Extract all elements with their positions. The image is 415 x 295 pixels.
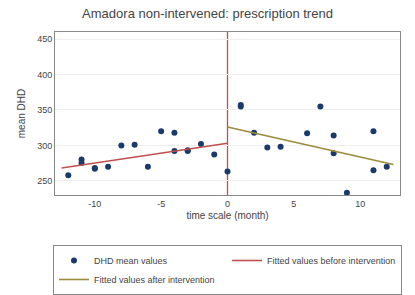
- svg-text:300: 300: [37, 141, 52, 151]
- svg-text:0: 0: [225, 199, 230, 209]
- svg-text:450: 450: [37, 34, 52, 44]
- svg-text:250: 250: [37, 176, 52, 186]
- svg-text:10: 10: [355, 199, 365, 209]
- svg-text:time scale (month): time scale (month): [186, 210, 268, 221]
- svg-text:-10: -10: [88, 199, 101, 209]
- svg-text:350: 350: [37, 105, 52, 115]
- svg-text:DHD mean values: DHD mean values: [94, 256, 168, 266]
- svg-text:400: 400: [37, 70, 52, 80]
- svg-text:Fitted values before intervent: Fitted values before intervention: [267, 256, 395, 266]
- svg-text:5: 5: [291, 199, 296, 209]
- svg-text:Fitted values after interventi: Fitted values after intervention: [94, 275, 215, 285]
- svg-text:mean DHD: mean DHD: [16, 89, 27, 138]
- svg-text:-5: -5: [157, 199, 165, 209]
- svg-text:Amadora non-intervened: prescr: Amadora non-intervened: prescription tre…: [82, 6, 333, 21]
